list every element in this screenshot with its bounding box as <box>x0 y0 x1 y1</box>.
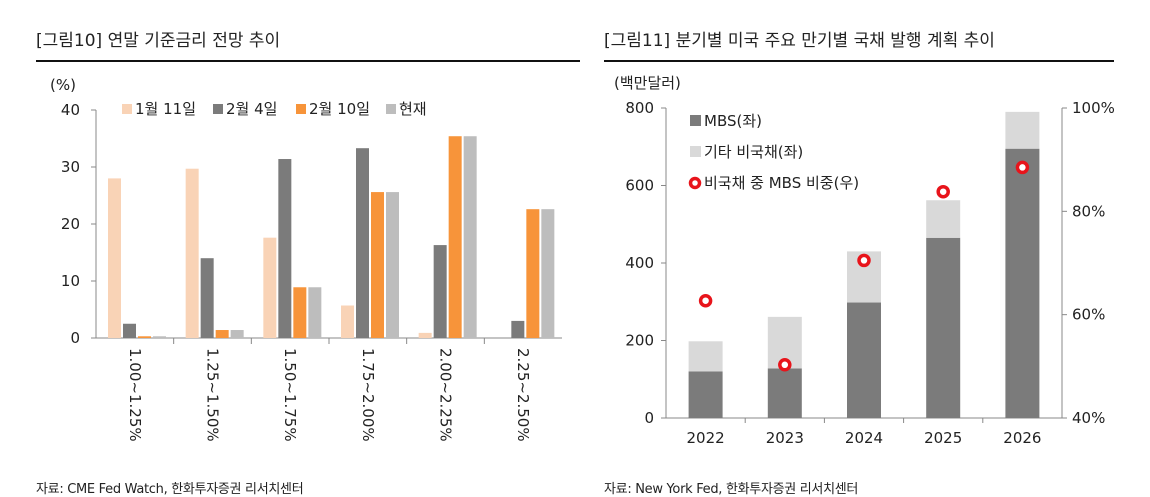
x-tick-label: 2024 <box>845 429 883 447</box>
bar-3 <box>138 336 151 338</box>
figure10-title-rule <box>36 60 580 62</box>
legend-swatch-3 <box>296 104 306 114</box>
legend-marker-ratio <box>688 176 702 190</box>
bar-mbs <box>688 371 723 418</box>
figure10-title: [그림10] 연말 기준금리 전망 추이 <box>36 31 281 51</box>
bar-1 <box>108 178 121 338</box>
y2-tick-label: 40% <box>1072 409 1105 427</box>
bar-4 <box>541 209 555 338</box>
bar-4 <box>230 330 244 338</box>
y-tick-label: 0 <box>70 329 80 347</box>
bar-mbs <box>767 368 802 418</box>
x-tick-label: 1.50~1.75% <box>281 348 299 442</box>
ratio-marker <box>857 253 871 268</box>
legend-swatch-4 <box>386 104 396 114</box>
bar-3 <box>526 209 540 338</box>
x-tick-label: 2022 <box>687 429 725 447</box>
x-tick-label: 1.00~1.25% <box>126 348 144 442</box>
figure10-source: 자료: CME Fed Watch, 한화투자증권 리서치센터 <box>36 482 304 497</box>
bar-2 <box>123 323 136 338</box>
legend-swatch-mbs <box>690 115 701 126</box>
bar-2 <box>200 258 214 338</box>
legend-swatch-1 <box>122 104 132 114</box>
figure11-title-rule <box>604 60 1114 62</box>
legend-label: 현재 <box>399 100 427 118</box>
figure11-title: [그림11] 분기별 미국 주요 만기별 국채 발행 계획 추이 <box>604 31 995 51</box>
x-tick-label: 2023 <box>766 429 804 447</box>
x-tick-label: 2.25~2.50% <box>514 348 532 442</box>
legend-swatch-other <box>690 146 701 157</box>
bar-3 <box>371 192 384 338</box>
bar-4 <box>153 336 166 338</box>
legend-swatch-2 <box>213 104 223 114</box>
y-tick-label: 20 <box>61 215 80 233</box>
y-axis-unit: (%) <box>50 76 76 94</box>
bar-3 <box>293 287 307 338</box>
y-tick-label: 400 <box>625 254 654 272</box>
y-tick-label: 600 <box>625 177 654 195</box>
bar-2 <box>433 245 447 338</box>
bar-3 <box>215 330 229 338</box>
legend-label: 2월 10일 <box>309 100 370 118</box>
bar-4 <box>463 136 477 338</box>
x-tick-label: 2.00~2.25% <box>437 348 455 442</box>
x-tick-label: 1.75~2.00% <box>359 348 377 442</box>
y-tick-label: 200 <box>625 332 654 350</box>
figure11-source: 자료: New York Fed, 한화투자증권 리서치센터 <box>604 482 859 497</box>
bar-2 <box>278 159 292 338</box>
legend-label: 비국채 중 MBS 비중(우) <box>704 174 859 192</box>
y-tick-label: 30 <box>61 158 80 176</box>
x-tick-label: 2025 <box>924 429 962 447</box>
y2-tick-label: 80% <box>1072 202 1105 220</box>
bar-4 <box>386 192 399 338</box>
bar-1 <box>185 168 199 338</box>
bar-1 <box>418 332 432 338</box>
bar-3 <box>448 136 462 338</box>
x-tick-label: 1.25~1.50% <box>204 348 222 442</box>
bar-mbs <box>1005 148 1040 418</box>
bar-2 <box>511 320 525 338</box>
x-tick-label: 2026 <box>1003 429 1041 447</box>
y-axis-unit: (백만달러) <box>614 74 681 92</box>
legend-label: MBS(좌) <box>704 112 762 130</box>
legend-label: 2월 4일 <box>226 100 277 118</box>
bar-2 <box>356 148 369 338</box>
y2-tick-label: 100% <box>1072 99 1115 117</box>
y-tick-label: 10 <box>61 272 80 290</box>
legend-label: 1월 11일 <box>135 100 196 118</box>
ratio-marker <box>936 184 950 199</box>
y-tick-label: 40 <box>61 101 80 119</box>
bar-other <box>1005 111 1040 149</box>
ratio-marker <box>1015 160 1030 175</box>
y-tick-label: 800 <box>625 99 654 117</box>
bar-4 <box>308 287 322 338</box>
bar-1 <box>263 237 277 338</box>
ratio-marker <box>698 293 713 308</box>
ratio-marker <box>778 358 792 372</box>
y-tick-label: 0 <box>644 409 654 427</box>
bar-mbs <box>847 302 881 418</box>
legend-label: 기타 비국채(좌) <box>704 143 803 161</box>
bar-other <box>926 200 961 238</box>
y2-tick-label: 60% <box>1072 306 1105 324</box>
bar-other <box>688 341 723 372</box>
bar-mbs <box>926 237 961 418</box>
bar-1 <box>341 305 354 338</box>
